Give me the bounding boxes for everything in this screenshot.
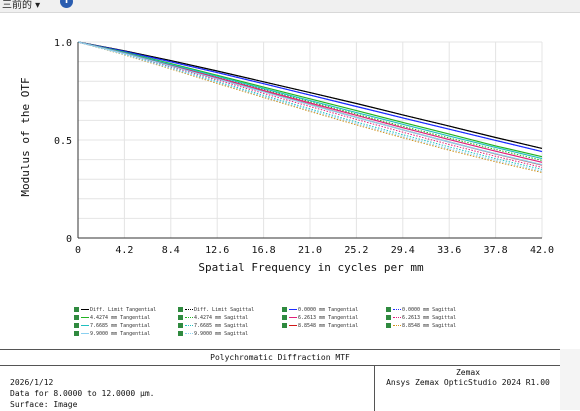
legend-label: 4.4274 mm Tangential	[90, 315, 151, 321]
x-tick-label: 37.8	[484, 245, 508, 256]
legend-item-4[interactable]: 4.4274 mm Tangential	[74, 315, 150, 321]
x-tick-label: 42.0	[530, 245, 554, 256]
legend-label: 9.9000 mm Tangential	[90, 331, 151, 337]
legend-label: 8.8548 mm Tangential	[298, 323, 359, 329]
legend-swatch	[185, 333, 193, 334]
footer-date: 2026/1/12	[10, 378, 54, 387]
chart-series	[77, 41, 543, 173]
legend-item-13[interactable]: 9.9000 mm Sagittal	[178, 331, 248, 337]
legend-swatch	[289, 325, 297, 326]
legend-item-7[interactable]: 6.2613 mm Sagittal	[386, 315, 456, 321]
legend-item-5[interactable]: 4.4274 mm Sagittal	[178, 315, 248, 321]
legend-checkbox-icon[interactable]	[282, 323, 287, 328]
chart-axes	[77, 42, 542, 239]
x-tick-label: 16.8	[252, 245, 276, 256]
legend-item-9[interactable]: 7.6685 mm Sagittal	[178, 323, 248, 329]
series-line-12	[77, 41, 543, 166]
x-tick-labels: 0 4.2 8.4 12.6 16.8 21.0 25.2 29.4 33.6 37.8 42.0	[75, 245, 554, 256]
legend-label: 7.6685 mm Tangential	[90, 323, 151, 329]
legend-label: 9.9000 mm Sagittal	[194, 331, 249, 337]
legend-swatch	[393, 309, 401, 310]
legend-item-2[interactable]: 0.0000 mm Tangential	[282, 307, 358, 313]
toolbar: 三前的 ▾ i	[0, 0, 580, 13]
footer-product: Ansys Zemax OpticStudio 2024 R1.00	[386, 378, 550, 387]
legend-item-1[interactable]: Diff. Limit Sagittal	[178, 307, 254, 313]
y-tick-labels: 0 0.5 1.0	[54, 38, 72, 245]
legend-swatch	[185, 309, 193, 310]
legend-swatch	[393, 317, 401, 318]
legend-checkbox-icon[interactable]	[386, 323, 391, 328]
legend-checkbox-icon[interactable]	[74, 323, 79, 328]
settings-dropdown[interactable]: 三前的 ▾	[2, 0, 41, 11]
x-tick-label: 25.2	[344, 245, 368, 256]
legend-swatch	[289, 309, 297, 310]
y-tick-label: 0.5	[54, 136, 72, 147]
side-panel	[560, 349, 580, 410]
legend-swatch	[81, 333, 89, 334]
info-icon[interactable]: i	[60, 0, 73, 8]
legend-item-10[interactable]: 8.8548 mm Tangential	[282, 323, 358, 329]
legend-label: 7.6685 mm Sagittal	[194, 323, 249, 329]
footer-vendor: Zemax	[455, 368, 481, 377]
legend-checkbox-icon[interactable]	[178, 307, 183, 312]
legend-label: 8.8548 mm Sagittal	[402, 323, 457, 329]
x-axis-label: Spatial Frequency in cycles per mm	[198, 261, 424, 274]
legend-checkbox-icon[interactable]	[386, 315, 391, 320]
legend-checkbox-icon[interactable]	[74, 315, 79, 320]
chart-title: Polychromatic Diffraction MTF	[0, 350, 560, 366]
legend-item-3[interactable]: 0.0000 mm Sagittal	[386, 307, 456, 313]
legend-item-6[interactable]: 6.2613 mm Tangential	[282, 315, 358, 321]
legend-checkbox-icon[interactable]	[74, 307, 79, 312]
mtf-chart: 0 4.2 8.4 12.6 16.8 21.0 25.2 29.4 33.6 37.8 42.0 …	[19, 38, 554, 274]
x-tick-label: 0	[75, 245, 81, 256]
legend-label: 6.2613 mm Tangential	[298, 315, 359, 321]
y-tick-label: 1.0	[54, 38, 72, 49]
series-line-1	[77, 41, 543, 149]
legend-swatch	[81, 317, 89, 318]
legend-label: 0.0000 mm Tangential	[298, 307, 359, 313]
x-tick-label: 8.4	[162, 245, 180, 256]
series-line-9	[77, 41, 543, 170]
legend-item-12[interactable]: 9.9000 mm Tangential	[74, 331, 150, 337]
legend-swatch	[393, 325, 401, 326]
legend-swatch	[185, 325, 193, 326]
legend-swatch	[81, 309, 89, 310]
legend-swatch	[81, 325, 89, 326]
legend-checkbox-icon[interactable]	[282, 307, 287, 312]
x-tick-label: 33.6	[437, 245, 461, 256]
legend-label: Diff. Limit Tangential	[90, 307, 157, 313]
legend-item-0[interactable]: Diff. Limit Tangential	[74, 307, 156, 313]
series-line-11	[77, 41, 543, 173]
series-line-7	[77, 41, 543, 168]
legend-swatch	[289, 317, 297, 318]
series-line-8	[77, 41, 543, 160]
legend-checkbox-icon[interactable]	[178, 323, 183, 328]
legend-checkbox-icon[interactable]	[282, 315, 287, 320]
legend-checkbox-icon[interactable]	[178, 331, 183, 336]
x-tick-label: 12.6	[205, 245, 229, 256]
y-tick-label: 0	[66, 234, 72, 245]
legend-checkbox-icon[interactable]	[178, 315, 183, 320]
x-tick-label: 29.4	[391, 245, 415, 256]
legend-checkbox-icon[interactable]	[74, 331, 79, 336]
series-line-3	[77, 41, 543, 153]
x-tick-label: 21.0	[298, 245, 322, 256]
series-line-13	[77, 41, 543, 172]
footer-divider	[374, 366, 375, 411]
series-line-5	[77, 41, 543, 161]
plot-footer: Polychromatic Diffraction MTF 2026/1/12 …	[0, 349, 560, 411]
legend-checkbox-icon[interactable]	[386, 307, 391, 312]
legend-label: Diff. Limit Sagittal	[194, 307, 255, 313]
legend-item-11[interactable]: 8.8548 mm Sagittal	[386, 323, 456, 329]
legend-item-8[interactable]: 7.6685 mm Tangential	[74, 323, 150, 329]
x-tick-label: 4.2	[115, 245, 133, 256]
legend-swatch	[185, 317, 193, 318]
footer-surface: Surface: Image	[10, 400, 78, 409]
legend-label: 4.4274 mm Sagittal	[194, 315, 249, 321]
footer-data-range: Data for 8.0000 to 12.0000 µm.	[10, 389, 155, 398]
legend-label: 6.2613 mm Sagittal	[402, 315, 457, 321]
legend-label: 0.0000 mm Sagittal	[402, 307, 457, 313]
y-axis-label: Modulus of the OTF	[19, 77, 32, 196]
